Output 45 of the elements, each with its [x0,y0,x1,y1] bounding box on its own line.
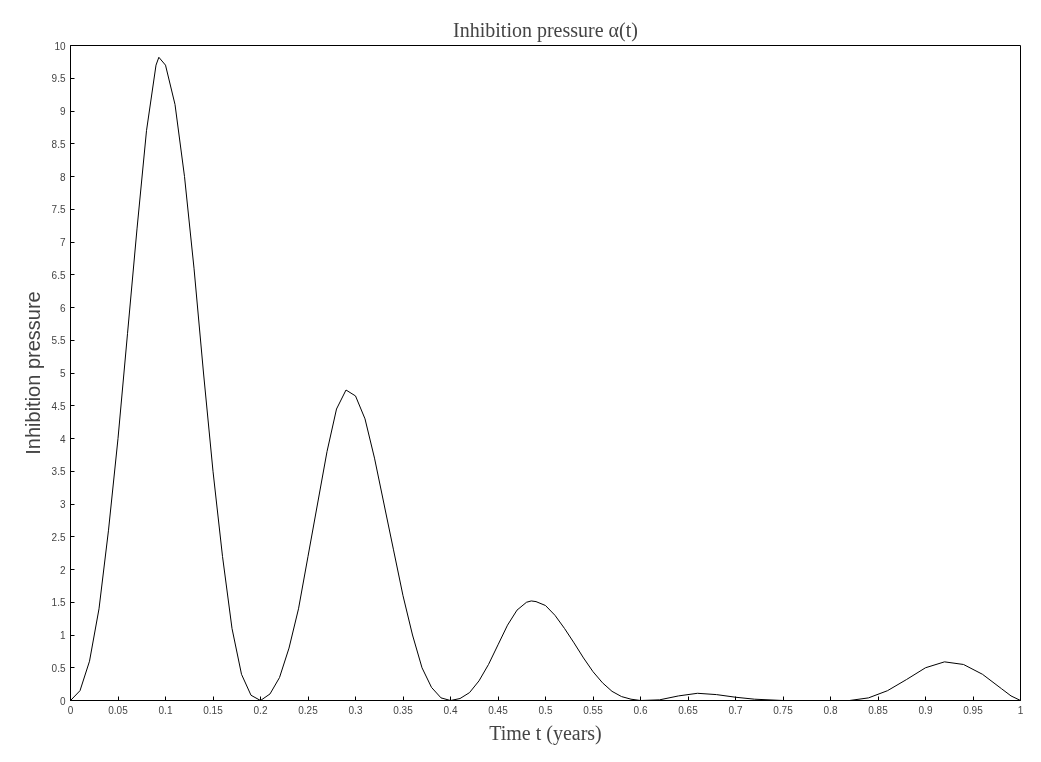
y-tick-label: 9 [59,106,66,117]
y-tick-label: 9.5 [51,73,66,85]
x-tick-label: 0.35 [393,704,414,716]
y-tick-label: 4.5 [51,400,66,412]
x-tick-label: 0.25 [298,704,319,716]
x-tick-label: 0 [67,704,74,716]
y-tick-label: 1 [59,630,66,641]
x-tick-label: 0.65 [678,704,699,716]
y-tick-label: 3.5 [51,466,66,478]
x-tick-label: 0.45 [488,704,509,716]
y-tick-label: 8 [59,171,66,183]
x-tick-label: 0.6 [633,704,648,716]
y-tick-label: 4 [59,433,66,445]
y-tick-label: 3 [59,499,66,510]
x-tick-label: 1 [1017,704,1024,716]
y-tick-label: 1.5 [51,597,66,609]
x-tick-label: 0.2 [253,704,268,716]
x-axis-title: Time t (years) [489,721,602,745]
chart-title: Inhibition pressure α(t) [453,18,638,42]
x-tick-label: 0.4 [443,704,458,716]
x-tick-label: 0.5 [538,704,553,716]
x-tick-label: 0.1 [158,704,173,716]
y-tick-label: 7.5 [51,204,66,216]
y-tick-label: 8.5 [51,138,66,150]
y-axis-title: Inhibition pressure [21,291,44,455]
y-tick-label: 0 [59,695,66,707]
y-tick-label: 5.5 [51,335,66,347]
x-tick-label: 0.9 [918,704,933,716]
y-tick-label: 2 [59,564,66,576]
x-tick-label: 0.05 [108,704,129,716]
y-tick-label: 6.5 [51,269,66,281]
x-tick-label: 0.15 [203,704,224,716]
x-tick-label: 0.55 [583,704,604,716]
x-tick-label: 0.85 [868,704,889,716]
y-tick-label: 6 [59,302,66,314]
y-tick-label: 2.5 [51,531,66,543]
x-tick-label: 0.7 [728,704,743,716]
y-tick-label: 0.5 [51,662,66,674]
x-tick-label: 0.75 [773,704,794,716]
y-tick-label: 10 [54,40,66,52]
x-tick-label: 0.95 [963,704,984,716]
y-tick-label: 5 [59,368,66,379]
x-tick-label: 0.3 [348,704,363,716]
y-tick-label: 7 [59,237,66,248]
x-tick-label: 0.8 [823,704,838,716]
